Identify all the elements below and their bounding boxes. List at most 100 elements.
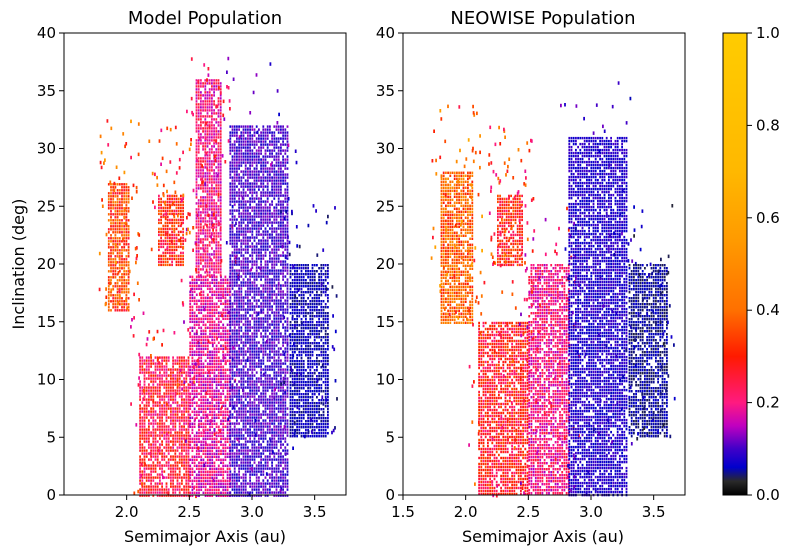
heatmap-cell [189, 392, 192, 395]
heatmap-cell [277, 215, 280, 218]
heatmap-cell [244, 158, 247, 161]
heatmap-cell [204, 256, 207, 259]
heatmap-cell [172, 443, 174, 446]
heatmap-cell [202, 180, 204, 184]
heatmap-cell [231, 179, 234, 182]
heatmap-cell [238, 194, 240, 197]
heatmap-cell [215, 175, 218, 178]
heatmap-cell [171, 233, 173, 237]
heatmap-cell [166, 215, 169, 219]
heatmap-cell [169, 212, 171, 216]
heatmap-cell [139, 365, 141, 368]
heatmap-cell [165, 425, 168, 428]
heatmap-cell [251, 170, 254, 173]
heatmap-cell [262, 146, 265, 149]
heatmap-cell [262, 215, 265, 218]
heatmap-cell [211, 127, 213, 130]
heatmap-cell [177, 260, 180, 264]
heatmap-cell [165, 374, 168, 377]
heatmap-cell [112, 186, 115, 189]
heatmap-cell [127, 270, 130, 273]
heatmap-cell [262, 191, 265, 194]
heatmap-cell [266, 263, 269, 266]
heatmap-cell [195, 467, 198, 470]
heatmap-cell [286, 197, 289, 200]
heatmap-cell [195, 250, 198, 253]
heatmap-cell [148, 413, 150, 416]
heatmap-cell [249, 230, 251, 233]
heatmap-cell [211, 401, 214, 404]
heatmap-cell [191, 347, 194, 350]
heatmap-cell [127, 231, 130, 234]
heatmap-cell [219, 85, 222, 88]
heatmap-cell [249, 227, 251, 230]
heatmap-cell [145, 410, 148, 413]
heatmap-cell [236, 308, 238, 311]
heatmap-cell [167, 392, 170, 395]
heatmap-cell [219, 115, 222, 118]
heatmap-cell [255, 272, 258, 275]
heatmap-cell [271, 131, 273, 134]
heatmap-cell [229, 194, 232, 197]
heatmap-cell [202, 268, 204, 271]
heatmap-cell [152, 362, 155, 365]
heatmap-cell [200, 268, 202, 271]
heatmap-cell [163, 446, 166, 449]
heatmap-cell [271, 137, 273, 140]
heatmap-cell [264, 143, 267, 146]
heatmap-cell [224, 314, 227, 317]
heatmap-cell [200, 160, 202, 163]
heatmap-cell [121, 246, 123, 249]
heatmap-cell [231, 125, 234, 128]
heatmap-cell [202, 350, 205, 353]
heatmap-cell [193, 383, 196, 386]
heatmap-cell [187, 473, 190, 476]
heatmap-cell [148, 425, 150, 428]
heatmap-cell [139, 437, 141, 440]
heatmap-cell [213, 467, 216, 470]
heatmap-cell [282, 215, 284, 218]
heatmap-cell [211, 151, 213, 154]
heatmap-cell [204, 79, 207, 82]
heatmap-cell [253, 308, 256, 311]
heatmap-cell [206, 299, 209, 302]
heatmap-cell [206, 392, 209, 395]
heatmap-cell [244, 314, 247, 317]
heatmap-cell [227, 139, 230, 143]
heatmap-cell [121, 303, 123, 306]
heatmap-cell [208, 271, 211, 274]
heatmap-cell [224, 311, 227, 314]
heatmap-cell [195, 371, 198, 374]
heatmap-cell [118, 285, 121, 288]
heatmap-cell [193, 299, 196, 302]
heatmap-cell [159, 419, 161, 422]
heatmap-cell [161, 395, 163, 398]
heatmap-cell [123, 258, 126, 261]
heatmap-cell [150, 473, 152, 476]
heatmap-cell [195, 410, 198, 413]
heatmap-cell [255, 194, 258, 197]
heatmap-cell [202, 338, 205, 341]
heatmap-cell [175, 227, 178, 231]
heatmap-cell [236, 302, 238, 305]
heatmap-cell [219, 166, 222, 169]
heatmap-cell [231, 239, 234, 242]
heatmap-cell [145, 356, 148, 359]
heatmap-cell [200, 317, 203, 320]
heatmap-cell [236, 251, 238, 254]
heatmap-cell [271, 182, 273, 185]
heatmap-cell [206, 220, 209, 223]
heatmap-cell [125, 258, 128, 261]
heatmap-cell [116, 216, 119, 219]
heatmap-cell [262, 242, 265, 245]
heatmap-cell [125, 303, 128, 306]
heatmap-cell [161, 156, 164, 161]
heatmap-cell [182, 206, 184, 210]
heatmap-cell [121, 192, 123, 195]
heatmap-cell [238, 287, 240, 290]
heatmap-cell [211, 196, 213, 199]
heatmap-cell [209, 332, 211, 335]
heatmap-cell [116, 288, 119, 291]
heatmap-cell [284, 263, 287, 266]
heatmap-cell [125, 273, 128, 276]
